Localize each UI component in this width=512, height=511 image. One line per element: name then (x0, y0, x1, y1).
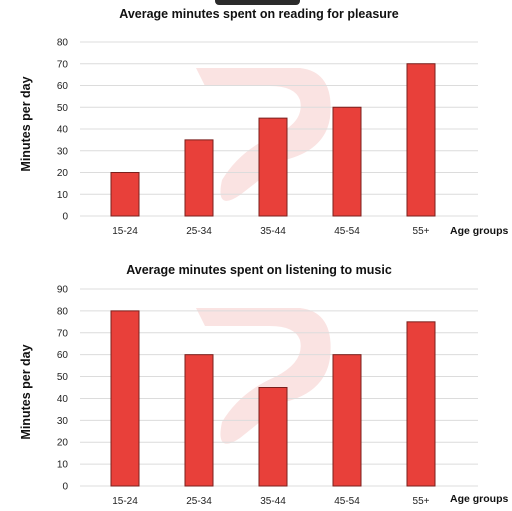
y-tick-label: 30 (57, 416, 69, 427)
x-tick-labels: 15-24 25-34 35-44 45-54 55+ (112, 226, 429, 237)
bar-55+ (406, 321, 436, 487)
bar-15-24 (110, 310, 140, 487)
x-tick-label: 15-24 (112, 226, 138, 237)
y-tick-label: 0 (62, 212, 68, 223)
y-tick-label: 80 (57, 38, 69, 49)
y-tick-label: 90 (57, 285, 69, 296)
bar-55+ (406, 63, 436, 217)
bar-45-54 (332, 354, 362, 487)
chart-music: Average minutes spent on listening to mu… (19, 263, 508, 507)
y-tick-label: 20 (57, 168, 69, 179)
chart-title: Average minutes spent on reading for ple… (119, 7, 399, 21)
x-axis-label: Age groups (450, 225, 508, 237)
y-tick-label: 50 (57, 372, 69, 383)
x-tick-label: 35-44 (260, 496, 286, 507)
y-tick-label: 40 (57, 125, 69, 136)
x-tick-labels: 15-24 25-34 35-44 45-54 55+ (112, 496, 429, 507)
y-axis-label: Minutes per day (19, 76, 33, 171)
y-tick-label: 60 (57, 81, 69, 92)
y-tick-label: 10 (57, 460, 69, 471)
y-tick-label: 40 (57, 394, 69, 405)
x-tick-label: 45-54 (334, 496, 360, 507)
y-tick-label: 70 (57, 59, 69, 70)
bars (110, 63, 436, 217)
y-tick-label: 50 (57, 103, 69, 114)
y-tick-label: 30 (57, 146, 69, 157)
x-tick-label: 25-34 (186, 226, 212, 237)
y-tick-labels: 0 10 20 30 40 50 60 70 80 90 (57, 285, 69, 493)
y-tick-label: 20 (57, 438, 69, 449)
y-tick-label: 80 (57, 306, 69, 317)
bars (110, 310, 436, 487)
bar-15-24 (110, 172, 140, 217)
bar-25-34 (184, 139, 214, 217)
window-top-tab (215, 0, 300, 5)
bar-35-44 (258, 387, 288, 487)
bar-45-54 (332, 106, 362, 217)
y-tick-label: 70 (57, 328, 69, 339)
x-tick-label: 35-44 (260, 226, 286, 237)
x-tick-label: 15-24 (112, 496, 138, 507)
y-tick-label: 60 (57, 350, 69, 361)
x-tick-label: 55+ (413, 226, 430, 237)
x-tick-label: 25-34 (186, 496, 212, 507)
bar-25-34 (184, 354, 214, 487)
x-tick-label: 55+ (413, 496, 430, 507)
y-axis-label: Minutes per day (19, 344, 33, 439)
y-tick-label: 0 (62, 482, 68, 493)
bar-35-44 (258, 117, 288, 217)
chart-reading: Average minutes spent on reading for ple… (19, 7, 508, 237)
y-tick-labels: 0 10 20 30 40 50 60 70 80 (57, 38, 69, 223)
x-axis-label: Age groups (450, 493, 508, 505)
y-tick-label: 10 (57, 190, 69, 201)
x-tick-label: 45-54 (334, 226, 360, 237)
chart-title: Average minutes spent on listening to mu… (126, 263, 392, 277)
